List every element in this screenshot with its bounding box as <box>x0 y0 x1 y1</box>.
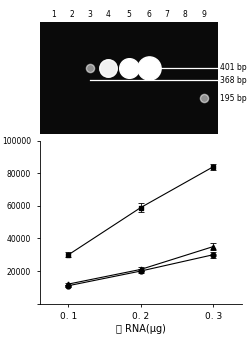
Point <box>106 65 110 70</box>
Text: 3: 3 <box>88 10 93 19</box>
X-axis label: 总 RNA(μg): 总 RNA(μg) <box>116 324 166 334</box>
Text: 368 bp: 368 bp <box>220 76 247 85</box>
Point <box>202 95 206 101</box>
Point <box>147 65 151 70</box>
Text: 401 bp: 401 bp <box>220 63 247 72</box>
Text: 2: 2 <box>70 10 74 19</box>
Text: 7: 7 <box>165 10 169 19</box>
Text: 195 bp: 195 bp <box>220 93 247 102</box>
Text: 1: 1 <box>51 10 56 19</box>
FancyBboxPatch shape <box>40 22 218 134</box>
Point <box>88 65 92 70</box>
Text: 9: 9 <box>201 10 206 19</box>
Text: 8: 8 <box>183 10 188 19</box>
Text: 4: 4 <box>106 10 111 19</box>
Text: 6: 6 <box>146 10 151 19</box>
Text: 5: 5 <box>126 10 131 19</box>
Point <box>127 65 131 70</box>
